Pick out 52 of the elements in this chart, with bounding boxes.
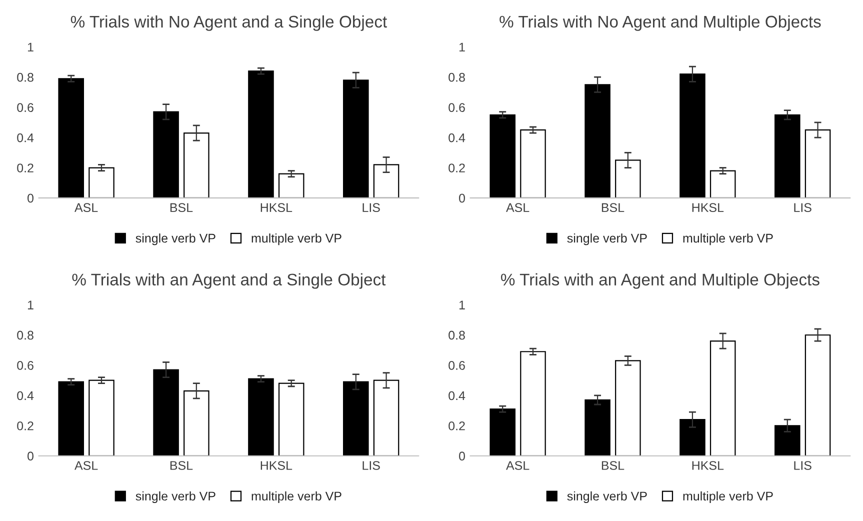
y-tick-label: 0.4 bbox=[448, 391, 466, 400]
x-tick-label: LIS bbox=[362, 203, 380, 212]
y-tick-label: 0.8 bbox=[17, 72, 34, 82]
y-tick-label: 0.6 bbox=[448, 103, 465, 112]
y-tick-label: 0 bbox=[459, 452, 465, 461]
y-tick-label: 1 bbox=[459, 300, 465, 310]
x-tick-label: LIS bbox=[362, 461, 380, 470]
chart-title: % Trials with No Agent and a Single Object bbox=[70, 15, 387, 31]
y-tick-label: 0.2 bbox=[448, 421, 465, 430]
x-tick-label: LIS bbox=[794, 461, 812, 470]
chart-title: % Trials with an Agent and Multiple Objects bbox=[500, 273, 820, 289]
y-tick-label: 0.4 bbox=[17, 133, 34, 142]
y-tick-label: 0.2 bbox=[17, 164, 34, 172]
y-tick-label: 1 bbox=[28, 42, 34, 52]
legend-label: single verb VP bbox=[136, 233, 216, 246]
y-tick-label: 0.8 bbox=[448, 330, 465, 340]
x-tick-label: HKSL bbox=[692, 203, 724, 212]
y-tick-label: 0.6 bbox=[17, 103, 34, 112]
x-tick-label: BSL bbox=[170, 203, 193, 212]
x-tick-label: ASL bbox=[506, 461, 530, 470]
legend-label: single verb VP bbox=[136, 491, 216, 504]
y-tick-label: 0.6 bbox=[17, 361, 34, 370]
y-tick-label: 1 bbox=[459, 42, 465, 52]
y-tick-label: 0.2 bbox=[448, 164, 465, 172]
x-tick-label: HKSL bbox=[260, 461, 292, 470]
legend-label: single verb VP bbox=[567, 491, 647, 504]
x-tick-label: HKSL bbox=[260, 203, 292, 212]
x-tick-label: HKSL bbox=[692, 461, 724, 470]
x-tick-label: BSL bbox=[602, 461, 624, 470]
y-tick-label: 1 bbox=[28, 300, 34, 310]
chart-title: % Trials with an Agent and a Single Object bbox=[72, 273, 386, 289]
legend-label: single verb VP bbox=[567, 233, 647, 246]
x-tick-label: BSL bbox=[602, 203, 624, 212]
y-tick-label: 0.4 bbox=[448, 133, 466, 142]
legend-label: multiple verb VP bbox=[252, 491, 342, 504]
y-tick-label: 0 bbox=[28, 194, 34, 203]
legend-label: multiple verb VP bbox=[683, 233, 773, 246]
y-tick-label: 0 bbox=[459, 194, 465, 203]
x-tick-label: ASL bbox=[74, 203, 98, 212]
y-tick-label: 0.2 bbox=[17, 421, 34, 430]
y-tick-label: 0.8 bbox=[448, 72, 465, 82]
y-tick-label: 0.4 bbox=[17, 391, 34, 400]
x-tick-label: ASL bbox=[506, 203, 530, 212]
legend-label: multiple verb VP bbox=[252, 233, 342, 246]
x-tick-label: BSL bbox=[170, 461, 193, 470]
x-tick-label: ASL bbox=[74, 461, 98, 470]
chart-title: % Trials with No Agent and Multiple Objects bbox=[500, 15, 821, 31]
y-tick-label: 0.6 bbox=[448, 361, 465, 370]
y-tick-label: 0 bbox=[28, 452, 34, 461]
y-tick-label: 0.8 bbox=[17, 330, 34, 340]
x-tick-label: LIS bbox=[794, 203, 812, 212]
legend-label: multiple verb VP bbox=[683, 491, 773, 504]
